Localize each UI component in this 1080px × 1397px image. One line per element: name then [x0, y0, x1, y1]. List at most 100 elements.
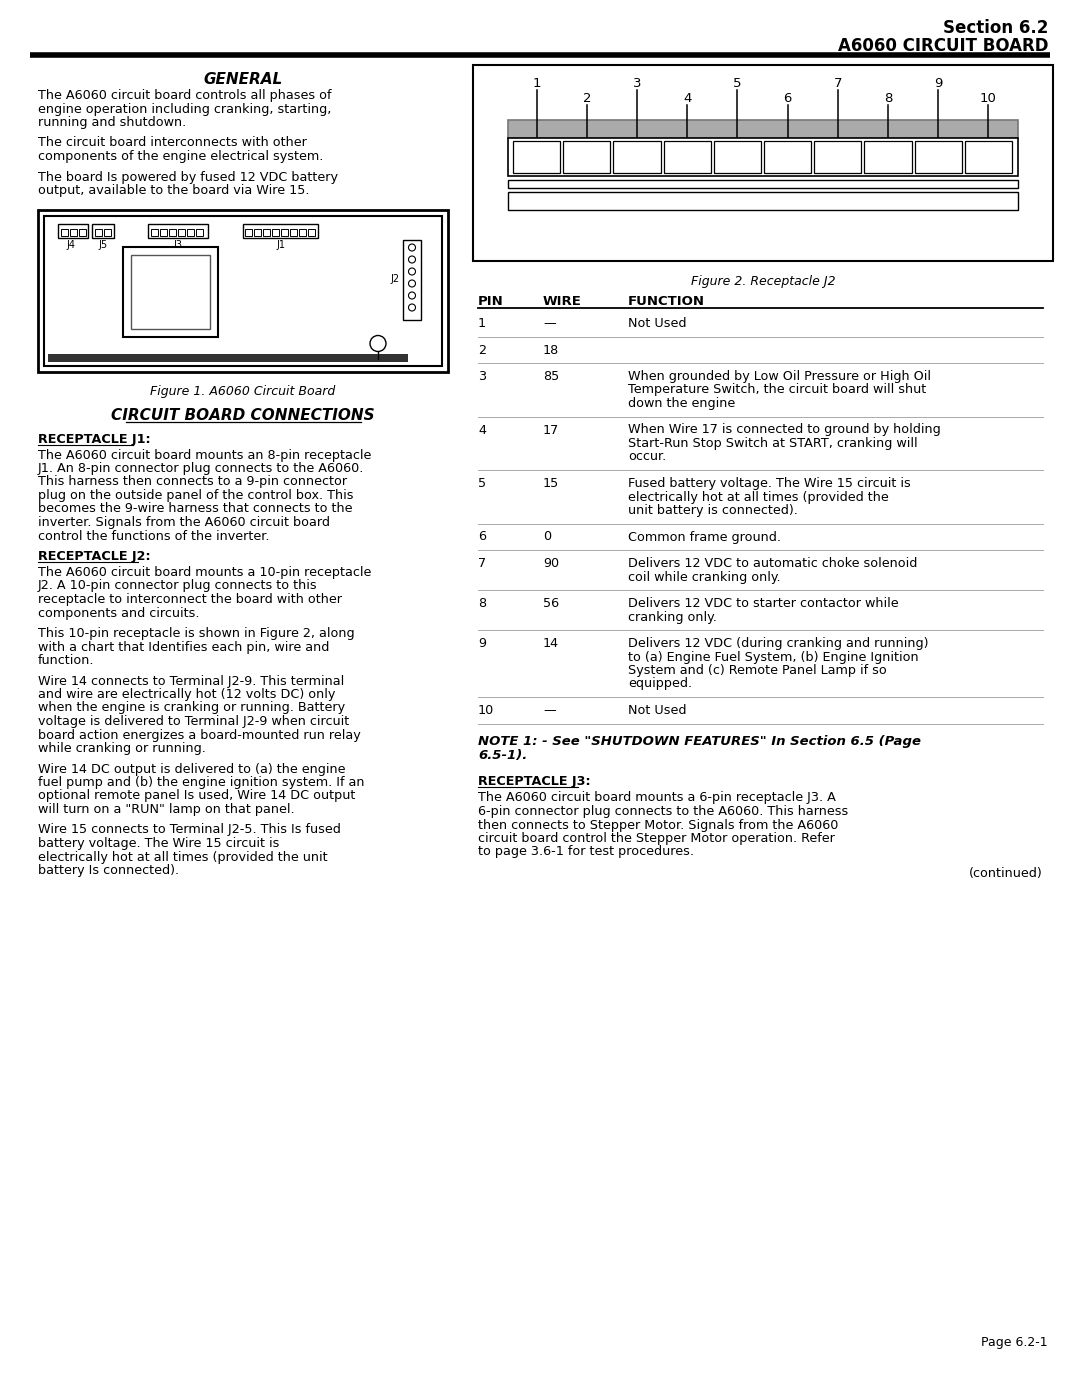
Text: J3: J3: [174, 239, 183, 250]
Text: This 10-pin receptacle is shown in Figure 2, along: This 10-pin receptacle is shown in Figur…: [38, 627, 354, 640]
Text: while cranking or running.: while cranking or running.: [38, 742, 206, 754]
Text: inverter. Signals from the A6060 circuit board: inverter. Signals from the A6060 circuit…: [38, 515, 330, 529]
Text: The A6060 circuit board mounts a 6-pin receptacle J3. A: The A6060 circuit board mounts a 6-pin r…: [478, 792, 836, 805]
Text: Not Used: Not Used: [627, 704, 687, 717]
Text: to page 3.6-1 for test procedures.: to page 3.6-1 for test procedures.: [478, 845, 694, 859]
Text: J4: J4: [67, 239, 76, 250]
Text: then connects to Stepper Motor. Signals from the A6060: then connects to Stepper Motor. Signals …: [478, 819, 838, 831]
Text: Fused battery voltage. The Wire 15 circuit is: Fused battery voltage. The Wire 15 circu…: [627, 476, 910, 490]
Text: Wire 14 DC output is delivered to (a) the engine: Wire 14 DC output is delivered to (a) th…: [38, 763, 346, 775]
Text: 8: 8: [478, 597, 486, 610]
Text: equipped.: equipped.: [627, 678, 692, 690]
Text: electrically hot at all times (provided the: electrically hot at all times (provided …: [627, 490, 889, 503]
Text: When grounded by Low Oil Pressure or High Oil: When grounded by Low Oil Pressure or Hig…: [627, 370, 931, 383]
Bar: [70, 229, 77, 236]
Bar: [563, 141, 610, 173]
Bar: [508, 191, 1018, 210]
Text: function.: function.: [38, 654, 95, 666]
Text: Delivers 12 VDC to automatic choke solenoid: Delivers 12 VDC to automatic choke solen…: [627, 557, 917, 570]
Bar: [764, 141, 811, 173]
Bar: [79, 229, 86, 236]
Text: 2: 2: [478, 344, 486, 356]
Bar: [299, 229, 306, 236]
Text: 1: 1: [478, 317, 486, 330]
Text: 6.5-1).: 6.5-1).: [478, 750, 527, 763]
Text: —: —: [543, 317, 556, 330]
Text: components of the engine electrical system.: components of the engine electrical syst…: [38, 149, 323, 163]
Bar: [915, 141, 962, 173]
Text: GENERAL: GENERAL: [203, 73, 283, 87]
Circle shape: [370, 335, 386, 352]
Text: output, available to the board via Wire 15.: output, available to the board via Wire …: [38, 184, 310, 197]
Text: optional remote panel Is used, Wire 14 DC output: optional remote panel Is used, Wire 14 D…: [38, 789, 355, 802]
Text: The A6060 circuit board controls all phases of: The A6060 circuit board controls all pha…: [38, 89, 332, 102]
Text: J2: J2: [391, 274, 400, 285]
Text: J1: J1: [276, 239, 285, 250]
Bar: [964, 141, 1012, 173]
Bar: [123, 246, 218, 337]
Text: fuel pump and (b) the engine ignition system. If an: fuel pump and (b) the engine ignition sy…: [38, 775, 365, 789]
Bar: [308, 229, 315, 236]
Text: Figure 1. A6060 Circuit Board: Figure 1. A6060 Circuit Board: [150, 386, 336, 398]
Text: A6060 CIRCUIT BOARD: A6060 CIRCUIT BOARD: [837, 36, 1048, 54]
Text: WIRE: WIRE: [543, 295, 582, 307]
Text: Delivers 12 VDC (during cranking and running): Delivers 12 VDC (during cranking and run…: [627, 637, 929, 650]
Bar: [272, 229, 279, 236]
Bar: [291, 229, 297, 236]
Bar: [254, 229, 261, 236]
Text: Start-Run Stop Switch at START, cranking will: Start-Run Stop Switch at START, cranking…: [627, 437, 918, 450]
Bar: [95, 229, 102, 236]
Text: Wire 14 connects to Terminal J2-9. This terminal: Wire 14 connects to Terminal J2-9. This …: [38, 675, 345, 687]
Text: 4: 4: [683, 92, 691, 105]
Text: coil while cranking only.: coil while cranking only.: [627, 570, 781, 584]
Text: 1: 1: [532, 77, 541, 89]
Text: 0: 0: [543, 531, 551, 543]
Text: The circuit board interconnects with other: The circuit board interconnects with oth…: [38, 137, 307, 149]
Text: 9: 9: [478, 637, 486, 650]
Text: Page 6.2-1: Page 6.2-1: [982, 1336, 1048, 1350]
Text: battery voltage. The Wire 15 circuit is: battery voltage. The Wire 15 circuit is: [38, 837, 280, 849]
Bar: [178, 229, 185, 236]
Bar: [473, 66, 1053, 261]
Text: 56: 56: [543, 597, 559, 610]
Text: with a chart that Identifies each pin, wire and: with a chart that Identifies each pin, w…: [38, 640, 329, 654]
Bar: [104, 229, 111, 236]
Bar: [403, 239, 421, 320]
Text: When Wire 17 is connected to ground by holding: When Wire 17 is connected to ground by h…: [627, 423, 941, 436]
Text: receptacle to interconnect the board with other: receptacle to interconnect the board wit…: [38, 592, 342, 606]
Bar: [814, 141, 862, 173]
Text: 90: 90: [543, 557, 559, 570]
Text: J1. An 8-pin connector plug connects to the A6060.: J1. An 8-pin connector plug connects to …: [38, 462, 364, 475]
Text: 8: 8: [883, 92, 892, 105]
Text: 5: 5: [478, 476, 486, 490]
Text: components and circuits.: components and circuits.: [38, 606, 200, 619]
Text: —: —: [543, 704, 556, 717]
Bar: [187, 229, 194, 236]
Text: electrically hot at all times (provided the unit: electrically hot at all times (provided …: [38, 851, 327, 863]
Bar: [38, 210, 448, 372]
Bar: [264, 229, 270, 236]
Text: J5: J5: [98, 239, 108, 250]
Bar: [864, 141, 912, 173]
Text: 18: 18: [543, 344, 559, 356]
Text: PIN: PIN: [478, 295, 503, 307]
Text: circuit board control the Stepper Motor operation. Refer: circuit board control the Stepper Motor …: [478, 833, 835, 845]
Text: 5: 5: [733, 77, 742, 89]
Text: Common frame ground.: Common frame ground.: [627, 531, 781, 543]
Circle shape: [408, 256, 416, 263]
Circle shape: [408, 268, 416, 275]
Bar: [168, 229, 176, 236]
Text: 85: 85: [543, 370, 559, 383]
Circle shape: [408, 279, 416, 286]
Bar: [151, 229, 158, 236]
Text: 6-pin connector plug connects to the A6060. This harness: 6-pin connector plug connects to the A60…: [478, 805, 848, 819]
Text: 6: 6: [478, 531, 486, 543]
Text: occur.: occur.: [627, 450, 666, 464]
Bar: [195, 229, 203, 236]
Text: will turn on a "RUN" lamp on that panel.: will turn on a "RUN" lamp on that panel.: [38, 803, 295, 816]
Text: engine operation including cranking, starting,: engine operation including cranking, sta…: [38, 102, 332, 116]
Text: 3: 3: [633, 77, 642, 89]
Text: System and (c) Remote Panel Lamp if so: System and (c) Remote Panel Lamp if so: [627, 664, 887, 678]
Text: RECEPTACLE J2:: RECEPTACLE J2:: [38, 550, 150, 563]
Text: board action energizes a board-mounted run relay: board action energizes a board-mounted r…: [38, 728, 361, 742]
